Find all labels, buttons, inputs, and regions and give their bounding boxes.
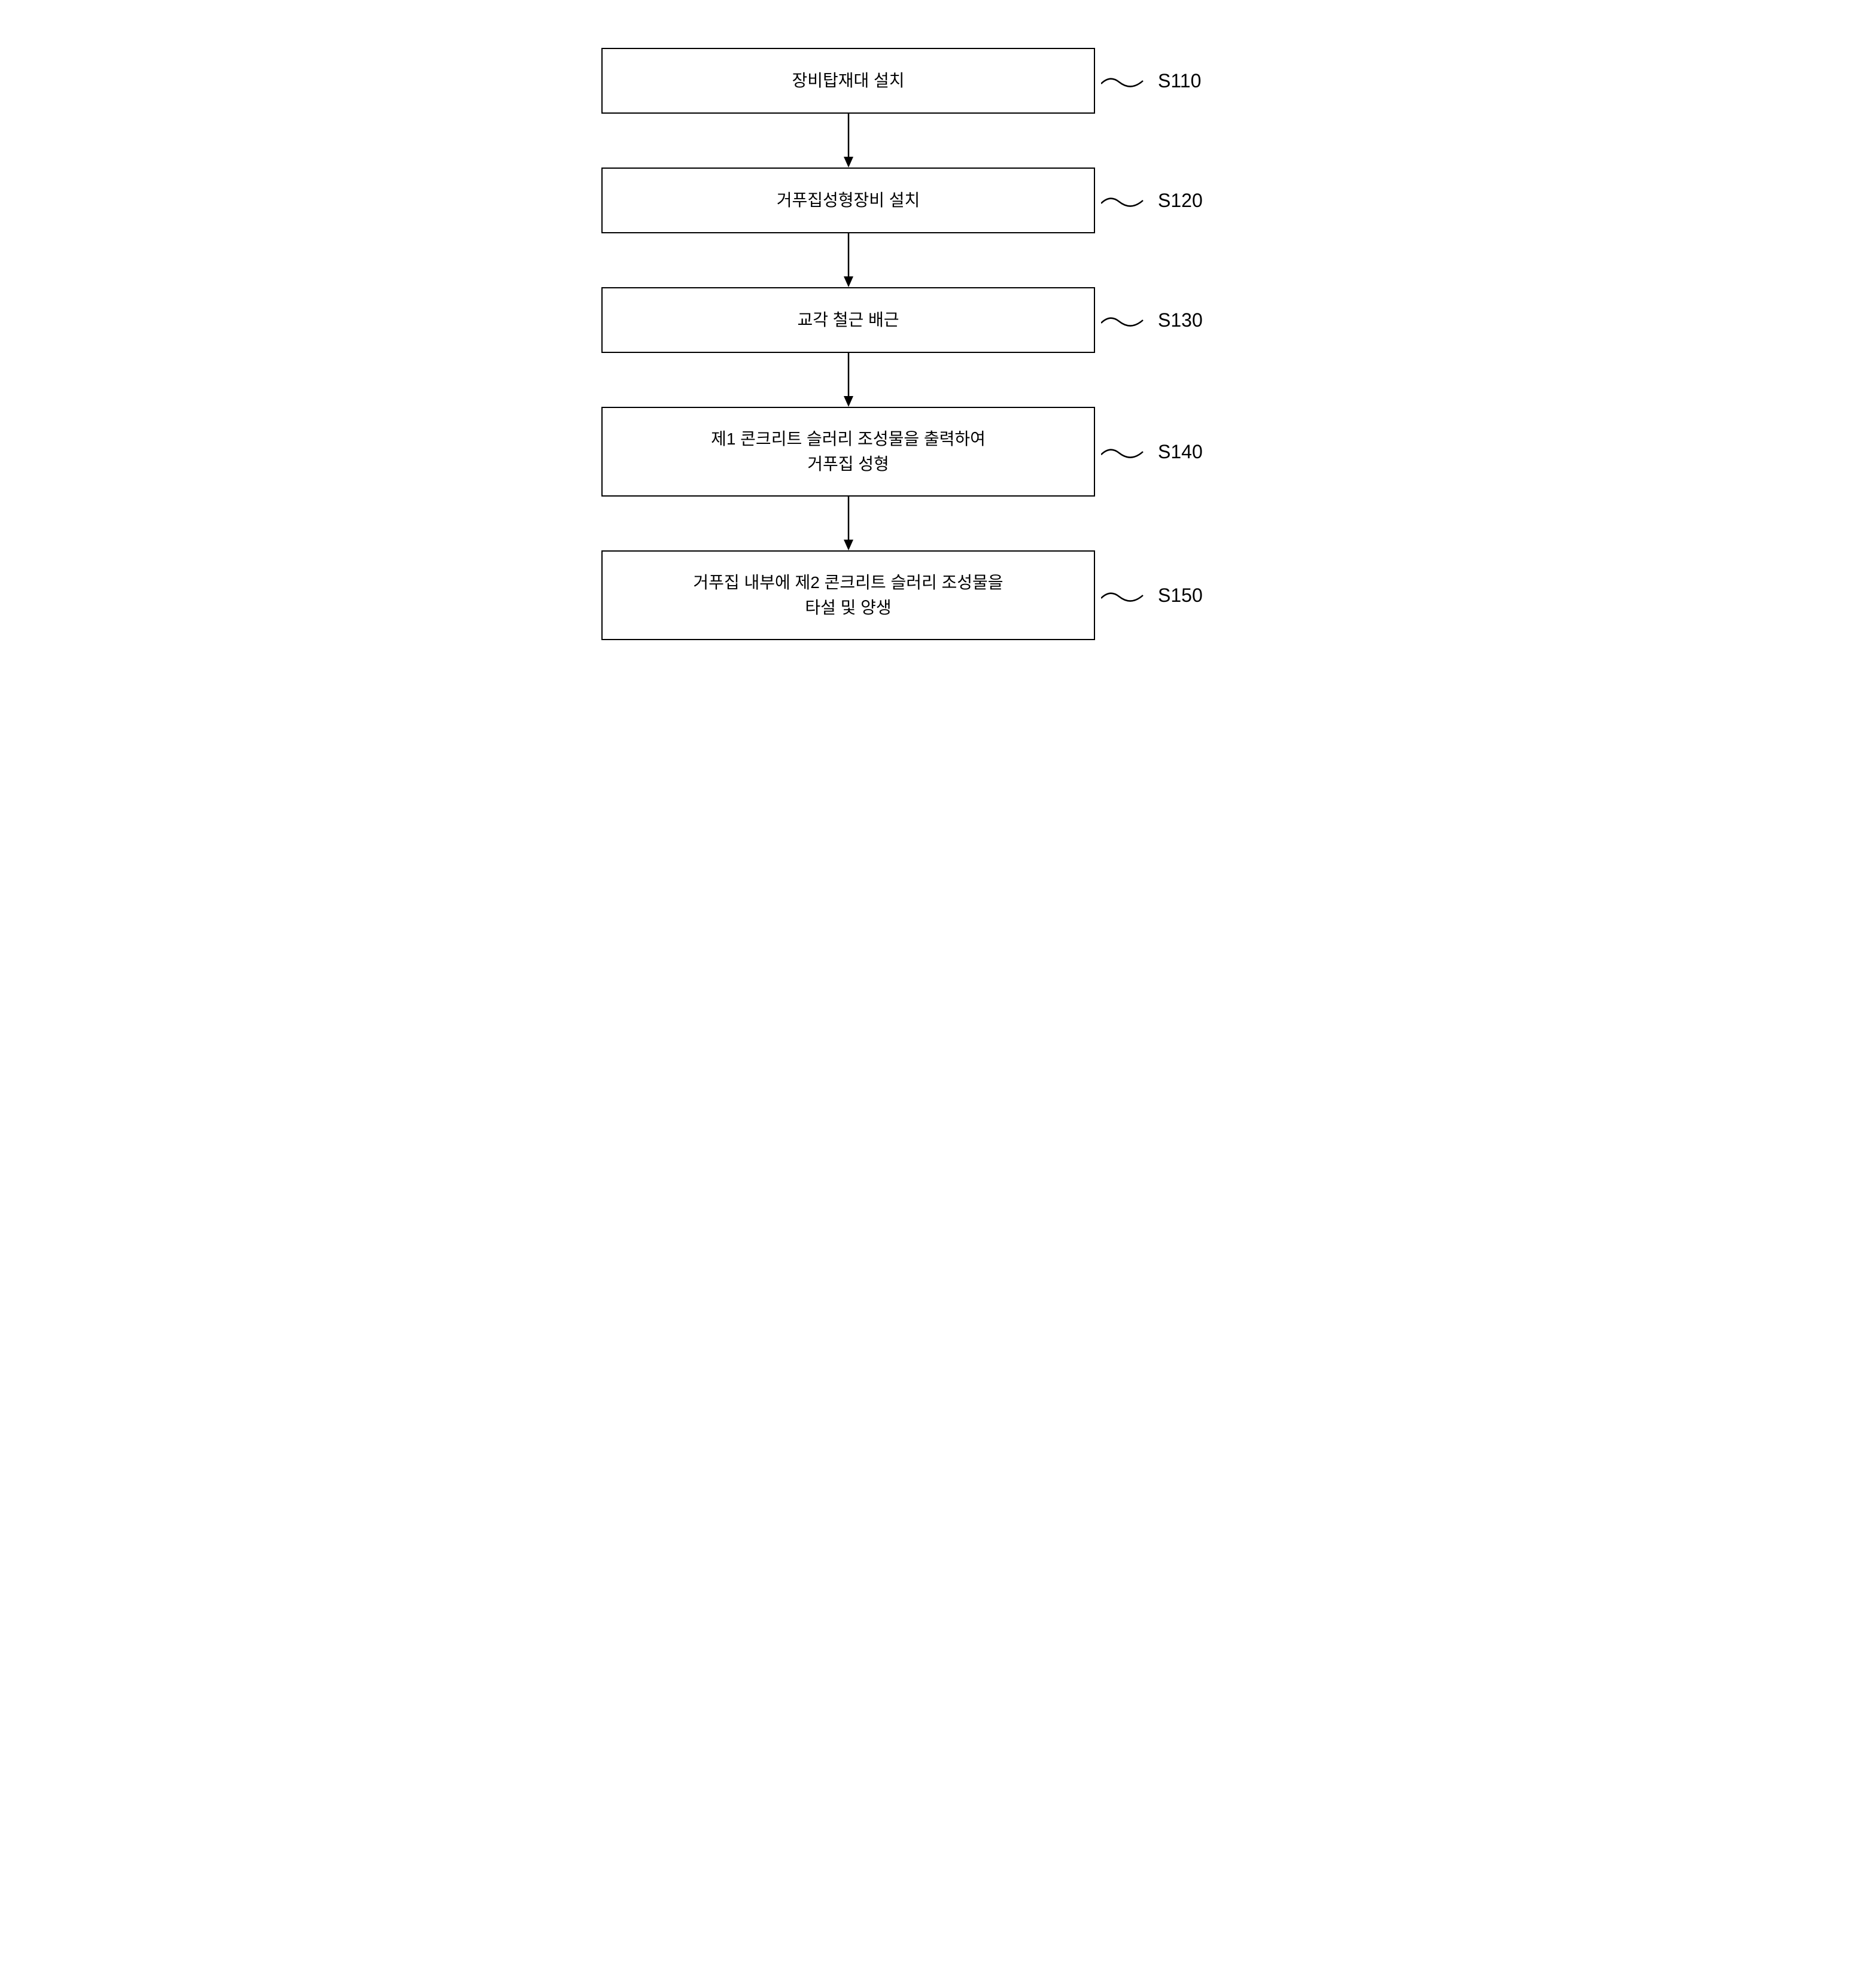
step-row-3: 교각 철근 배근 S130	[601, 287, 1260, 353]
step-label: S150	[1158, 584, 1203, 607]
step-box-s130: 교각 철근 배근	[601, 287, 1095, 353]
arrow-down-icon	[837, 233, 860, 287]
wavy-connector-icon	[1101, 188, 1149, 212]
label-area: S130	[1095, 308, 1260, 332]
label-area: S120	[1095, 188, 1260, 212]
wavy-connector-icon	[1101, 308, 1149, 332]
step-box-s140: 제1 콘크리트 슬러리 조성물을 출력하여 거푸집 성형	[601, 407, 1095, 497]
arrow-row	[601, 233, 1260, 287]
step-box-s150: 거푸집 내부에 제2 콘크리트 슬러리 조성물을 타설 및 양생	[601, 550, 1095, 640]
step-text: 거푸집 내부에 제2 콘크리트 슬러리 조성물을 타설 및 양생	[693, 570, 1003, 620]
step-text: 교각 철근 배근	[797, 308, 899, 333]
step-text: 거푸집성형장비 설치	[777, 188, 920, 213]
wavy-connector-icon	[1101, 583, 1149, 607]
flowchart-container: 장비탑재대 설치 S110 거푸집성형장비 설치 S120	[601, 48, 1260, 640]
label-area: S140	[1095, 440, 1260, 464]
step-text: 장비탑재대 설치	[792, 68, 904, 93]
step-row-5: 거푸집 내부에 제2 콘크리트 슬러리 조성물을 타설 및 양생 S150	[601, 550, 1260, 640]
step-box-s110: 장비탑재대 설치	[601, 48, 1095, 114]
step-label: S130	[1158, 309, 1203, 331]
label-area: S150	[1095, 583, 1260, 607]
step-label: S110	[1158, 70, 1201, 92]
arrow-row	[601, 497, 1260, 550]
step-row-1: 장비탑재대 설치 S110	[601, 48, 1260, 114]
arrow-container	[601, 233, 1095, 287]
step-box-s120: 거푸집성형장비 설치	[601, 168, 1095, 233]
step-text: 제1 콘크리트 슬러리 조성물을 출력하여 거푸집 성형	[711, 427, 986, 477]
step-label: S120	[1158, 190, 1203, 212]
wavy-connector-icon	[1101, 440, 1149, 464]
step-row-2: 거푸집성형장비 설치 S120	[601, 168, 1260, 233]
arrow-container	[601, 114, 1095, 168]
wavy-connector-icon	[1101, 69, 1149, 93]
arrow-row	[601, 114, 1260, 168]
arrow-container	[601, 353, 1095, 407]
label-area: S110	[1095, 69, 1260, 93]
arrow-down-icon	[837, 497, 860, 550]
arrow-down-icon	[837, 114, 860, 168]
step-label: S140	[1158, 441, 1203, 463]
arrow-down-icon	[837, 353, 860, 407]
arrow-container	[601, 497, 1095, 550]
arrow-row	[601, 353, 1260, 407]
step-row-4: 제1 콘크리트 슬러리 조성물을 출력하여 거푸집 성형 S140	[601, 407, 1260, 497]
